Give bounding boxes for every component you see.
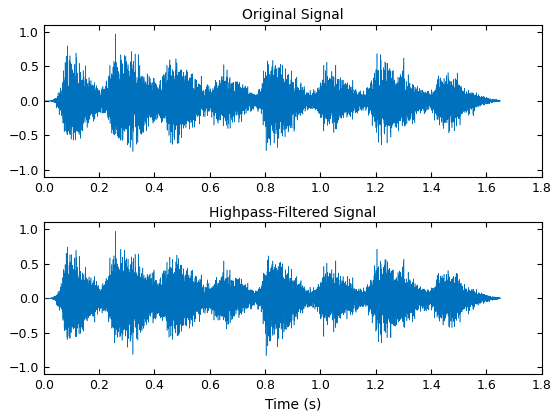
Title: Original Signal: Original Signal <box>242 8 343 22</box>
X-axis label: Time (s): Time (s) <box>264 398 321 412</box>
Title: Highpass-Filtered Signal: Highpass-Filtered Signal <box>209 206 376 220</box>
